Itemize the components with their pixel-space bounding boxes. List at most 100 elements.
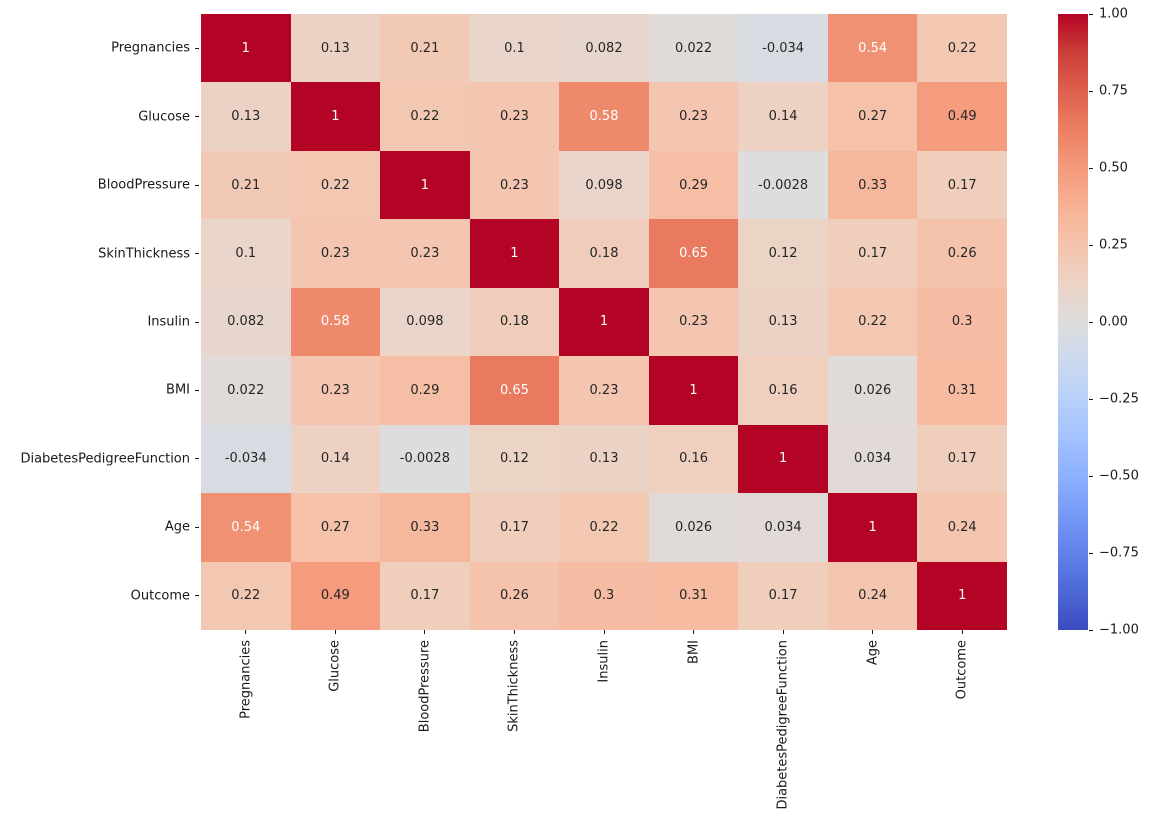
heatmap-cell-Age-BloodPressure: 0.33 xyxy=(380,493,470,562)
colorbar-tick-label: 1.00 xyxy=(1099,6,1128,22)
x-tick-label-DiabetesPedigreeFunction: DiabetesPedigreeFunction xyxy=(775,640,791,810)
heatmap-cell-DiabetesPedigreeFunction-Age: 0.034 xyxy=(827,424,918,494)
heatmap-cell-Glucose-Age: 0.27 xyxy=(827,82,918,151)
heatmap-cell-Pregnancies-Insulin: 0.082 xyxy=(559,14,649,83)
heatmap-cell-BloodPressure-Glucose: 0.22 xyxy=(290,150,381,220)
x-tick-mark xyxy=(334,630,336,634)
colorbar-tick-mark xyxy=(1089,90,1093,92)
heatmap-cell-Pregnancies-BMI: 0.022 xyxy=(648,14,739,83)
heatmap-cell-BMI-Insulin: 0.23 xyxy=(559,356,649,425)
y-tick-mark xyxy=(195,389,199,391)
colorbar-tick-label: −0.50 xyxy=(1099,468,1139,484)
heatmap-cell-Insulin-Pregnancies: 0.082 xyxy=(201,287,291,357)
x-tick-label-Age: Age xyxy=(865,640,881,666)
colorbar-tick-mark xyxy=(1089,552,1093,554)
heatmap-cell-BloodPressure-BloodPressure: 1 xyxy=(380,150,470,220)
colorbar-tick-mark xyxy=(1089,167,1093,169)
heatmap-cell-Outcome-BMI: 0.31 xyxy=(648,561,739,630)
y-tick-label-DiabetesPedigreeFunction: DiabetesPedigreeFunction xyxy=(20,451,190,467)
heatmap-cell-Age-Insulin: 0.22 xyxy=(559,493,649,562)
heatmap-cell-DiabetesPedigreeFunction-DiabetesPedigreeFunction: 1 xyxy=(738,424,828,494)
heatmap-cell-Pregnancies-Pregnancies: 1 xyxy=(201,14,291,83)
heatmap-cell-Insulin-BloodPressure: 0.098 xyxy=(380,287,470,357)
colorbar-tick-label: 0.25 xyxy=(1099,237,1128,253)
heatmap-cell-BloodPressure-Pregnancies: 0.21 xyxy=(201,150,291,220)
heatmap-cell-Pregnancies-DiabetesPedigreeFunction: -0.034 xyxy=(738,14,828,83)
heatmap-cell-Age-Outcome: 0.24 xyxy=(917,493,1007,562)
heatmap-cell-Age-Pregnancies: 0.54 xyxy=(201,493,291,562)
y-tick-label-BloodPressure: BloodPressure xyxy=(97,177,190,193)
colorbar-tick-mark xyxy=(1089,475,1093,477)
x-tick-mark xyxy=(245,630,247,634)
heatmap-cell-BloodPressure-DiabetesPedigreeFunction: -0.0028 xyxy=(738,150,828,220)
colorbar-tick-label: −1.00 xyxy=(1099,622,1139,638)
heatmap-cell-Outcome-Glucose: 0.49 xyxy=(290,561,381,630)
heatmap-cell-Pregnancies-BloodPressure: 0.21 xyxy=(380,14,470,83)
heatmap-cell-Glucose-SkinThickness: 0.23 xyxy=(469,82,560,151)
heatmap-cell-SkinThickness-Glucose: 0.23 xyxy=(290,219,381,288)
heatmap-cell-Age-SkinThickness: 0.17 xyxy=(469,493,560,562)
heatmap-cell-Age-BMI: 0.026 xyxy=(648,493,739,562)
y-tick-label-Age: Age xyxy=(164,519,190,535)
colorbar-tick-label: 0.50 xyxy=(1099,160,1128,176)
x-tick-mark xyxy=(513,630,515,634)
colorbar-tick-label: −0.25 xyxy=(1099,391,1139,407)
heatmap-cell-Glucose-Glucose: 1 xyxy=(290,82,381,151)
heatmap-cell-Glucose-Pregnancies: 0.13 xyxy=(201,82,291,151)
heatmap-cell-Outcome-DiabetesPedigreeFunction: 0.17 xyxy=(738,561,828,630)
heatmap-cell-Outcome-BloodPressure: 0.17 xyxy=(380,561,470,630)
y-tick-mark xyxy=(195,253,199,255)
y-tick-label-Insulin: Insulin xyxy=(147,314,190,330)
heatmap-cell-Outcome-Insulin: 0.3 xyxy=(559,561,649,630)
heatmap-grid: 1 0.13 0.21 0.1 0.082 0.022 -0.034 0.54 0.22 0.13… xyxy=(201,14,1007,630)
heatmap-cell-Pregnancies-Glucose: 0.13 xyxy=(290,14,381,83)
y-tick-label-SkinThickness: SkinThickness xyxy=(98,246,190,262)
colorbar-tick-label: 0.00 xyxy=(1099,314,1128,330)
heatmap-cell-Glucose-DiabetesPedigreeFunction: 0.14 xyxy=(738,82,828,151)
heatmap-cell-Age-Age: 1 xyxy=(827,493,918,562)
heatmap-cell-BMI-BMI: 1 xyxy=(648,356,739,425)
heatmap-cell-BMI-Glucose: 0.23 xyxy=(290,356,381,425)
x-tick-mark xyxy=(961,630,963,634)
heatmap-cell-SkinThickness-BloodPressure: 0.23 xyxy=(380,219,470,288)
x-tick-mark xyxy=(782,630,784,634)
colorbar-tick-mark xyxy=(1089,244,1093,246)
heatmap-cell-BMI-Outcome: 0.31 xyxy=(917,356,1007,425)
heatmap-cell-Outcome-Pregnancies: 0.22 xyxy=(201,561,291,630)
y-tick-mark xyxy=(195,526,199,528)
colorbar-tick-mark xyxy=(1089,321,1093,323)
heatmap-cell-SkinThickness-Age: 0.17 xyxy=(827,219,918,288)
heatmap-cell-Pregnancies-Outcome: 0.22 xyxy=(917,14,1007,83)
heatmap-cell-DiabetesPedigreeFunction-Pregnancies: -0.034 xyxy=(201,424,291,494)
heatmap-cell-Pregnancies-Age: 0.54 xyxy=(827,14,918,83)
heatmap-cell-Glucose-BMI: 0.23 xyxy=(648,82,739,151)
y-tick-label-Pregnancies: Pregnancies xyxy=(111,40,190,56)
y-tick-label-Outcome: Outcome xyxy=(130,588,190,604)
heatmap-cell-BloodPressure-BMI: 0.29 xyxy=(648,150,739,220)
heatmap-cell-DiabetesPedigreeFunction-BMI: 0.16 xyxy=(648,424,739,494)
x-tick-mark xyxy=(424,630,426,634)
y-tick-mark xyxy=(195,458,199,460)
heatmap-cell-Outcome-Outcome: 1 xyxy=(917,561,1007,630)
y-tick-mark xyxy=(195,116,199,118)
x-tick-label-BloodPressure: BloodPressure xyxy=(417,640,433,733)
heatmap-cell-DiabetesPedigreeFunction-BloodPressure: -0.0028 xyxy=(380,424,470,494)
x-tick-mark xyxy=(872,630,874,634)
heatmap-cell-DiabetesPedigreeFunction-Insulin: 0.13 xyxy=(559,424,649,494)
heatmap-cell-Insulin-Outcome: 0.3 xyxy=(917,287,1007,357)
heatmap-cell-SkinThickness-Pregnancies: 0.1 xyxy=(201,219,291,288)
heatmap-cell-Glucose-Insulin: 0.58 xyxy=(559,82,649,151)
colorbar-gradient xyxy=(1058,14,1088,630)
heatmap-cell-SkinThickness-SkinThickness: 1 xyxy=(469,219,560,288)
heatmap-cell-BloodPressure-Outcome: 0.17 xyxy=(917,150,1007,220)
x-tick-label-BMI: BMI xyxy=(686,640,702,664)
heatmap-cell-Insulin-Insulin: 1 xyxy=(559,287,649,357)
heatmap-cell-Age-Glucose: 0.27 xyxy=(290,493,381,562)
heatmap-cell-BMI-DiabetesPedigreeFunction: 0.16 xyxy=(738,356,828,425)
heatmap-cell-Insulin-Age: 0.22 xyxy=(827,287,918,357)
heatmap-cell-Pregnancies-SkinThickness: 0.1 xyxy=(469,14,560,83)
y-tick-mark xyxy=(195,47,199,49)
x-tick-label-Outcome: Outcome xyxy=(954,640,970,700)
x-tick-mark xyxy=(693,630,695,634)
